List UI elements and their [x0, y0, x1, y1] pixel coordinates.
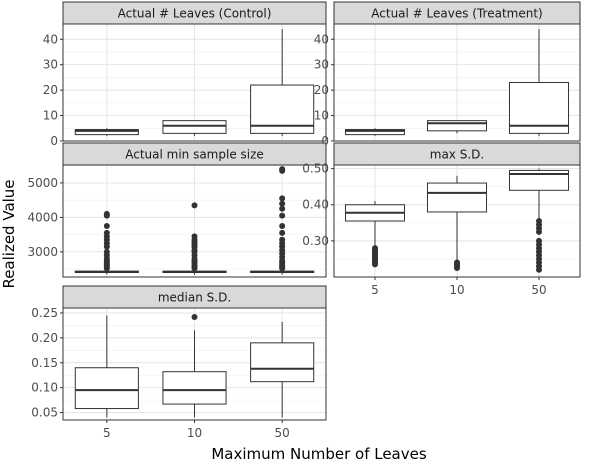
x-tick-label: 10	[449, 283, 464, 297]
box-5	[344, 128, 406, 136]
y-tick-label: 0	[50, 134, 58, 148]
outlier-point	[536, 228, 542, 235]
facet-title: median S.D.	[158, 291, 231, 305]
y-tick-label: 0.20	[31, 331, 58, 345]
y-tick-label: 10	[314, 109, 329, 123]
iqr-box	[162, 371, 227, 405]
y-tick-label: 30	[314, 58, 329, 72]
box-10	[162, 202, 227, 275]
x-tick-label: 10	[187, 426, 202, 440]
box-10	[162, 120, 227, 136]
outlier-point	[279, 195, 286, 202]
outlier-point	[191, 233, 198, 240]
box-10	[162, 313, 227, 418]
iqr-box	[426, 182, 488, 213]
y-tick-label: 4000	[27, 210, 58, 224]
y-tick-label: 0.10	[31, 381, 58, 395]
x-tick-label: 50	[531, 283, 546, 297]
outlier-point	[536, 266, 542, 273]
x-axis-title: Maximum Number of Leaves	[211, 445, 427, 460]
y-tick-label: 0.30	[302, 234, 329, 248]
iqr-box	[250, 342, 315, 383]
y-tick-label: 20	[314, 83, 329, 97]
box-10	[426, 175, 488, 271]
outlier-point	[279, 166, 286, 173]
y-tick-label: 40	[314, 32, 329, 46]
iqr-box	[508, 169, 570, 191]
x-tick-label: 5	[103, 426, 111, 440]
facet-panel: Actual # Leaves (Control) 0 10 20 30 40	[43, 1, 327, 148]
box-50	[508, 29, 570, 136]
outlier-point	[279, 212, 286, 219]
box-50	[250, 166, 315, 275]
panel-border	[62, 164, 327, 278]
outlier-point	[103, 248, 110, 255]
y-tick-label: 10	[43, 109, 58, 123]
iqr-box	[426, 120, 488, 132]
facet-title: max S.D.	[430, 148, 484, 162]
panel-border	[333, 23, 581, 142]
box-5	[74, 210, 139, 275]
y-tick-label: 0.40	[302, 198, 329, 212]
y-tick-label: 0.15	[31, 356, 58, 370]
outlier-point	[279, 205, 286, 212]
facet-title: Actual min sample size	[125, 148, 264, 162]
iqr-box	[74, 129, 139, 136]
outlier-point	[191, 202, 198, 209]
outlier-point	[279, 236, 286, 243]
facet-title: Actual # Leaves (Treatment)	[371, 7, 542, 21]
outlier-point	[103, 210, 110, 217]
outlier-point	[279, 200, 286, 207]
y-tick-label: 0	[321, 134, 329, 148]
y-axis-title: Realized Value	[0, 179, 18, 288]
outlier-point	[103, 222, 110, 229]
outlier-point	[279, 229, 286, 236]
panel-border	[62, 23, 327, 142]
y-tick-label: 3000	[27, 245, 58, 259]
y-tick-label: 40	[43, 32, 58, 46]
y-tick-label: 30	[43, 58, 58, 72]
iqr-box	[344, 129, 406, 136]
box-50	[250, 29, 315, 136]
box-5	[344, 201, 406, 268]
facet-panel: max S.D. 0.30 0.40 0.50 5 10 50	[302, 142, 581, 297]
iqr-box	[74, 367, 139, 410]
box-50	[508, 168, 570, 273]
outlier-point	[454, 264, 460, 271]
x-tick-label: 50	[275, 426, 290, 440]
box-5	[74, 128, 139, 136]
outlier-point	[103, 229, 110, 236]
y-tick-label: 5000	[27, 176, 58, 190]
x-tick-label: 5	[371, 283, 379, 297]
box-5	[74, 315, 139, 418]
y-tick-label: 0.25	[31, 306, 58, 320]
box-50	[250, 321, 315, 418]
facet-panel: median S.D. 0.05 0.10 0.15 0.20 0.25 5 10 50	[31, 285, 327, 440]
outlier-point	[191, 313, 198, 320]
facet-title: Actual # Leaves (Control)	[118, 7, 272, 21]
facet-panel: Actual min sample size 3000 4000 5000	[27, 142, 327, 278]
y-tick-label: 20	[43, 83, 58, 97]
facet-panel: Actual # Leaves (Treatment) 0 10 20 30 40	[314, 1, 581, 148]
iqr-box	[162, 120, 227, 134]
y-tick-label: 0.50	[302, 162, 329, 176]
box-10	[426, 120, 488, 134]
outlier-point	[279, 222, 286, 229]
outlier-point	[372, 261, 378, 268]
y-tick-label: 0.05	[31, 406, 58, 420]
